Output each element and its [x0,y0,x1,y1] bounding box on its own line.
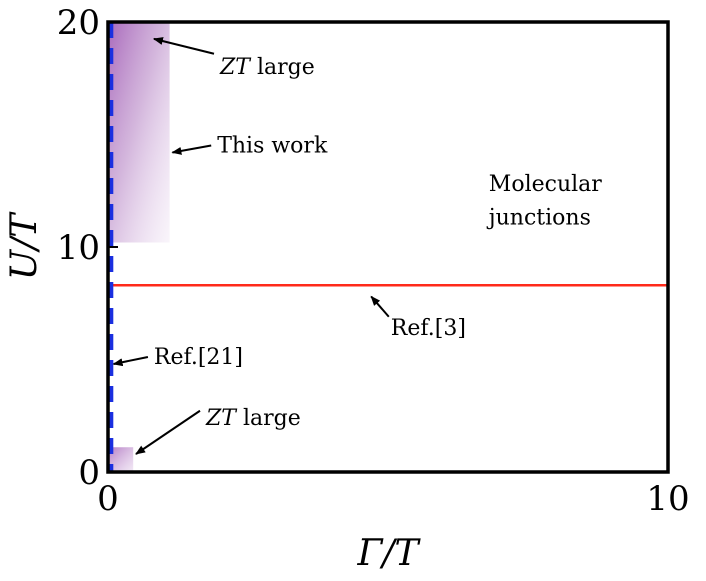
annotation-text-part: large [250,55,315,80]
y-tick-label: 0 [78,453,100,493]
annotation-arrow [171,144,212,155]
annotations: ZT large This work Molecular junctions Ref.[… [112,37,602,455]
annotation-text-part: junctions [486,206,591,231]
x-tick-label: 0 [97,479,119,519]
annotation-text: junctions [486,206,591,231]
y-tick-label: 10 [57,228,100,268]
annotation-text-part: large [236,406,301,431]
axis-ticks: 0 10 0 10 20 [57,3,690,519]
annotation-text-part: Ref.[3] [391,316,466,341]
shaded-region-1 [108,22,170,243]
plot-frame [106,20,670,474]
shaded-regions [108,22,170,472]
y-axis-label: U/T [4,211,45,280]
reference-lines [108,22,668,472]
annotation-arrow [152,37,215,55]
annotation-arrow [112,356,149,367]
annotation-text-italic: ZT [219,55,252,80]
annotation-text: Ref.[3] [391,316,466,341]
annotation-text-part: This work [217,134,328,159]
annotation-text: Ref.[21] [154,345,243,370]
y-tick-label: 20 [57,3,100,43]
annotation-text: This work [217,134,328,159]
annotation-arrow [135,409,201,455]
x-axis-label: Γ/T [356,533,421,574]
x-tick-label: 10 [646,479,689,519]
annotation-text-italic: ZT [205,406,238,431]
annotation-text: ZT large [219,55,315,80]
annotation-text: ZT large [205,406,301,431]
annotation-text-part: Ref.[21] [154,345,243,370]
annotation-arrow [370,295,390,318]
annotation-text-part: Molecular [489,172,602,197]
annotation-text: Molecular [489,172,602,197]
